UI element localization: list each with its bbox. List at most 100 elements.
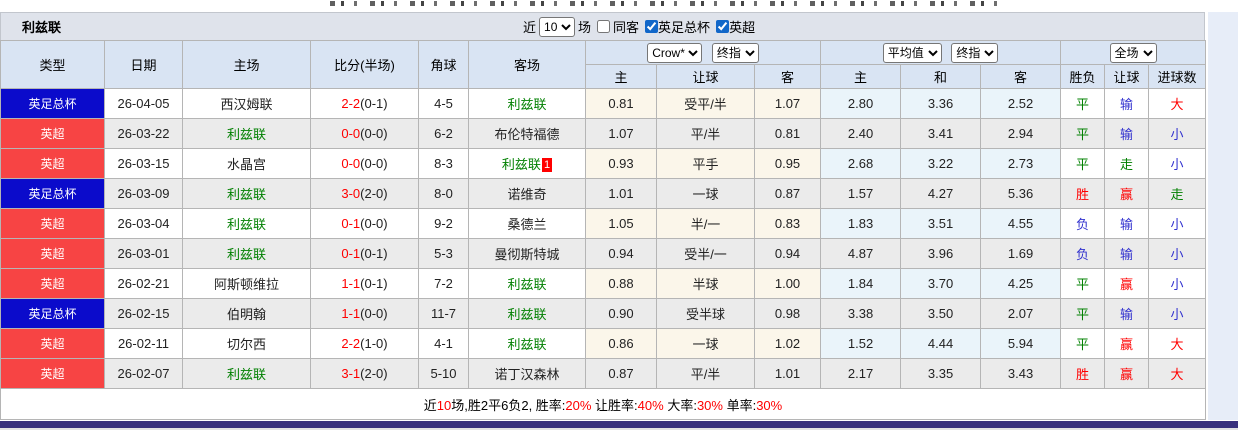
average-odds-select[interactable]: 平均值 [882,42,942,63]
handicap-line-cell: 半球 [656,268,755,299]
date-cell: 26-04-05 [104,88,183,119]
handicap-line-cell: 受半球 [656,298,755,329]
result-handicap-cell: 赢 [1104,328,1150,359]
away-team-cell: 利兹联 [468,268,586,299]
handicap-home-odds: 1.05 [585,208,657,239]
col-date: 日期 [104,40,183,89]
summary-segment: 场,胜2平6负2, 胜率: [451,397,566,413]
euro-odds-group: 平均值 终指 [820,40,1062,65]
result-wdl-cell: 胜 [1060,178,1106,209]
handicap-line-cell: 平/半 [656,358,755,389]
epl-checkbox[interactable] [716,20,730,33]
score-cell: 2-2(0-1) [310,88,419,119]
euro-final-select[interactable]: 终指 [951,42,999,63]
summary-segment: 10 [436,397,452,413]
away-team-cell: 桑德兰 [468,208,586,239]
home-team-cell: 阿斯顿维拉 [182,268,311,299]
score-cell: 3-1(2-0) [310,358,419,389]
result-goals-cell: 大 [1148,88,1207,119]
match-row: 英超 26-02-11 切尔西 2-2(1-0) 4-1 利兹联 0.86 一球 1.02 1.5… [0,328,1207,359]
avg-home-odds: 4.87 [820,238,902,269]
handicap-home-odds: 0.90 [585,298,657,329]
corners-cell: 11-7 [418,298,469,329]
handicap-line-cell: 受平/半 [656,88,755,119]
result-wdl-cell: 负 [1060,208,1106,239]
summary-segment: 30% [696,397,723,413]
match-scope-select[interactable]: 全场 [1109,42,1157,63]
summary-segment: 近 [423,397,437,413]
league-badge: 英足总杯 [0,178,105,209]
col-goals-result: 进球数 [1148,64,1207,89]
league-badge: 英超 [0,148,105,179]
handicap-home-odds: 0.81 [585,88,657,119]
same-away-checkbox[interactable] [597,20,611,33]
result-goals-cell: 小 [1148,148,1207,179]
score-cell: 0-1(0-0) [310,208,419,239]
handicap-line-cell: 平/半 [656,118,755,149]
result-wdl-cell: 平 [1060,88,1106,119]
summary-segment: 让胜率: [591,397,638,413]
avg-home-odds: 2.40 [820,118,902,149]
recent-label: 近 [523,20,537,35]
summary-segment: 40% [637,397,664,413]
result-goals-cell: 走 [1148,178,1207,209]
bottom-bar [0,421,1238,428]
away-team-cell: 利兹联 1 [468,148,586,179]
facup-checkbox[interactable] [645,20,659,33]
result-wdl-cell: 平 [1060,268,1106,299]
epl-filter[interactable]: 英超 [716,17,755,36]
col-handicap-home: 主 [585,64,657,89]
avg-draw-odds: 3.22 [900,148,982,179]
avg-home-odds: 2.80 [820,88,902,119]
col-avg-away: 客 [980,64,1062,89]
home-team-cell: 利兹联 [182,208,311,239]
score-cell: 3-0(2-0) [310,178,419,209]
result-handicap-cell: 赢 [1104,178,1150,209]
avg-home-odds: 1.52 [820,328,902,359]
date-cell: 26-03-04 [104,208,183,239]
col-type: 类型 [0,40,105,89]
corners-cell: 4-5 [418,88,469,119]
handicap-away-odds: 0.87 [753,178,822,209]
handicap-away-odds: 0.94 [753,238,822,269]
same-away-label: 同客 [613,20,640,35]
same-away-filter[interactable]: 同客 [597,17,639,36]
handicap-line-cell: 平手 [656,148,755,179]
home-team-cell: 伯明翰 [182,298,311,329]
avg-away-odds: 5.36 [980,178,1062,209]
summary-row: 近10场,胜2平6负2, 胜率:20% 让胜率:40% 大率:30% 单率:30… [0,388,1207,420]
result-handicap-cell: 赢 [1104,358,1150,389]
home-team-cell: 利兹联 [182,238,311,269]
recent-count-select[interactable]: 10 [539,16,576,37]
result-group: 全场 [1060,40,1207,65]
league-badge: 英超 [0,358,105,389]
match-history-table: 类型 日期 主场 比分(半场) 角球 客场 Crow* 终指 平均值 终指 全场 [0,40,1207,420]
result-goals-cell: 小 [1148,208,1207,239]
result-wdl-cell: 胜 [1060,358,1106,389]
avg-away-odds: 2.07 [980,298,1062,329]
handicap-away-odds: 0.95 [753,148,822,179]
handicap-odds-group: Crow* 终指 [584,40,822,65]
handicap-home-odds: 0.86 [585,328,657,359]
date-cell: 26-02-07 [104,358,183,389]
corners-cell: 9-2 [418,208,469,239]
match-row: 英超 26-03-04 利兹联 0-1(0-0) 9-2 桑德兰 1.05 半/一 0.83 1.… [0,208,1207,239]
score-cell: 2-2(1-0) [310,328,419,359]
avg-draw-odds: 3.41 [900,118,982,149]
facup-filter[interactable]: 英足总杯 [645,17,710,36]
header-row-groups: 类型 日期 主场 比分(半场) 角球 客场 Crow* 终指 平均值 终指 全场 [0,40,1207,89]
handicap-away-odds: 1.02 [753,328,822,359]
score-cell: 1-1(0-1) [310,268,419,299]
result-handicap-cell: 输 [1104,238,1150,269]
handicap-away-odds: 1.01 [753,358,822,389]
handicap-final-select[interactable]: 终指 [711,42,759,63]
corners-cell: 8-3 [418,148,469,179]
odds-company-select[interactable]: Crow* [647,42,703,63]
handicap-line-cell: 一球 [656,328,755,359]
match-row: 英超 26-03-22 利兹联 0-0(0-0) 6-2 布伦特福德 1.07 平/半 0.81… [0,118,1207,149]
facup-label: 英足总杯 [658,20,711,35]
league-badge: 英超 [0,328,105,359]
team-title: 利兹联 [22,20,62,35]
avg-draw-odds: 3.51 [900,208,982,239]
match-row: 英超 26-02-07 利兹联 3-1(2-0) 5-10 诺丁汉森林 0.87 平/半 1.0… [0,358,1207,389]
